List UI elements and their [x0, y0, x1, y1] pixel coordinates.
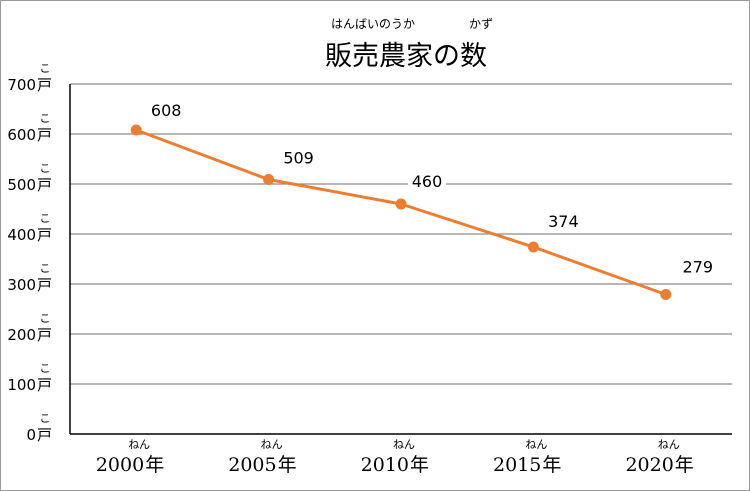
- x-tick-2010: 2010: [361, 454, 409, 476]
- data-label-2005: 509: [283, 149, 314, 168]
- series-line-0: [135, 128, 667, 296]
- x-tick-2000: 2000: [96, 454, 144, 476]
- data-label-2015: 374: [548, 212, 579, 231]
- y-tick-ruby-700: こ: [40, 62, 51, 75]
- chart-title: 販売農家の数: [325, 41, 487, 72]
- y-tick-600: 600: [7, 126, 36, 144]
- y-tick-unit-500: 戸: [37, 176, 52, 194]
- data-label-2020: 279: [683, 258, 714, 277]
- x-tick-unit-2020: 年: [675, 454, 694, 476]
- y-tick-100: 100: [7, 376, 36, 394]
- y-tick-ruby-400: こ: [40, 212, 51, 225]
- data-label-bg-2010: [408, 173, 446, 192]
- y-tick-ruby-300: こ: [40, 262, 51, 275]
- y-tick-unit-400: 戸: [37, 226, 52, 244]
- x-tick-ruby-2005: ねん: [261, 438, 283, 451]
- title-ruby-1: かず: [469, 17, 493, 31]
- y-tick-unit-200: 戸: [37, 326, 52, 344]
- y-tick-0: 0: [26, 426, 36, 444]
- y-tick-200: 200: [7, 326, 36, 344]
- data-point-2015: [527, 241, 539, 253]
- y-tick-unit-700: 戸: [37, 76, 52, 94]
- y-tick-unit-300: 戸: [37, 276, 52, 294]
- title-ruby-0: はんばいのうか: [331, 17, 415, 31]
- y-tick-500: 500: [7, 176, 36, 194]
- y-tick-ruby-500: こ: [40, 162, 51, 175]
- x-tick-ruby-2020: ねん: [658, 438, 680, 451]
- data-label-bg-2000: [147, 102, 186, 121]
- data-point-2010: [395, 198, 407, 210]
- x-tick-ruby-2015: ねん: [525, 438, 547, 451]
- data-label-bg-2020: [678, 258, 717, 278]
- x-tick-ruby-2010: ねん: [393, 438, 415, 451]
- x-tick-2020: 2020: [625, 454, 673, 476]
- x-tick-unit-2000: 年: [145, 454, 164, 476]
- y-tick-unit-600: 戸: [37, 126, 52, 144]
- x-tick-ruby-2000: ねん: [128, 438, 150, 451]
- x-tick-unit-2005: 年: [278, 454, 297, 476]
- y-tick-300: 300: [7, 276, 36, 294]
- y-tick-ruby-200: こ: [40, 312, 51, 325]
- x-tick-unit-2010: 年: [410, 454, 429, 476]
- x-tick-unit-2015: 年: [542, 454, 561, 476]
- y-tick-ruby-600: こ: [40, 112, 51, 125]
- chart-title-group: 販売農家の数 はんばいのうか かず: [325, 17, 493, 72]
- y-tick-700: 700: [7, 76, 36, 94]
- data-label-bg-2015: [544, 213, 583, 232]
- x-tick-2005: 2005: [228, 454, 276, 476]
- data-label-bg-2005: [279, 149, 318, 169]
- data-labels: 608 509 460 374 279: [147, 101, 717, 278]
- data-point-2000: [130, 124, 142, 136]
- gridlines: [70, 83, 732, 385]
- y-tick-ruby-0: こ: [40, 412, 51, 425]
- series: [130, 124, 672, 300]
- data-label-2000: 608: [151, 101, 182, 120]
- data-point-2020: [660, 289, 672, 300]
- y-tick-ruby-100: こ: [40, 362, 51, 375]
- y-tick-unit-100: 戸: [37, 376, 52, 394]
- data-label-2010: 460: [412, 172, 443, 191]
- y-tick-unit-0: 戸: [37, 426, 52, 444]
- y-tick-400: 400: [7, 226, 36, 244]
- data-point-2005: [263, 174, 275, 185]
- axes: [69, 84, 732, 435]
- x-tick-2015: 2015: [493, 454, 541, 476]
